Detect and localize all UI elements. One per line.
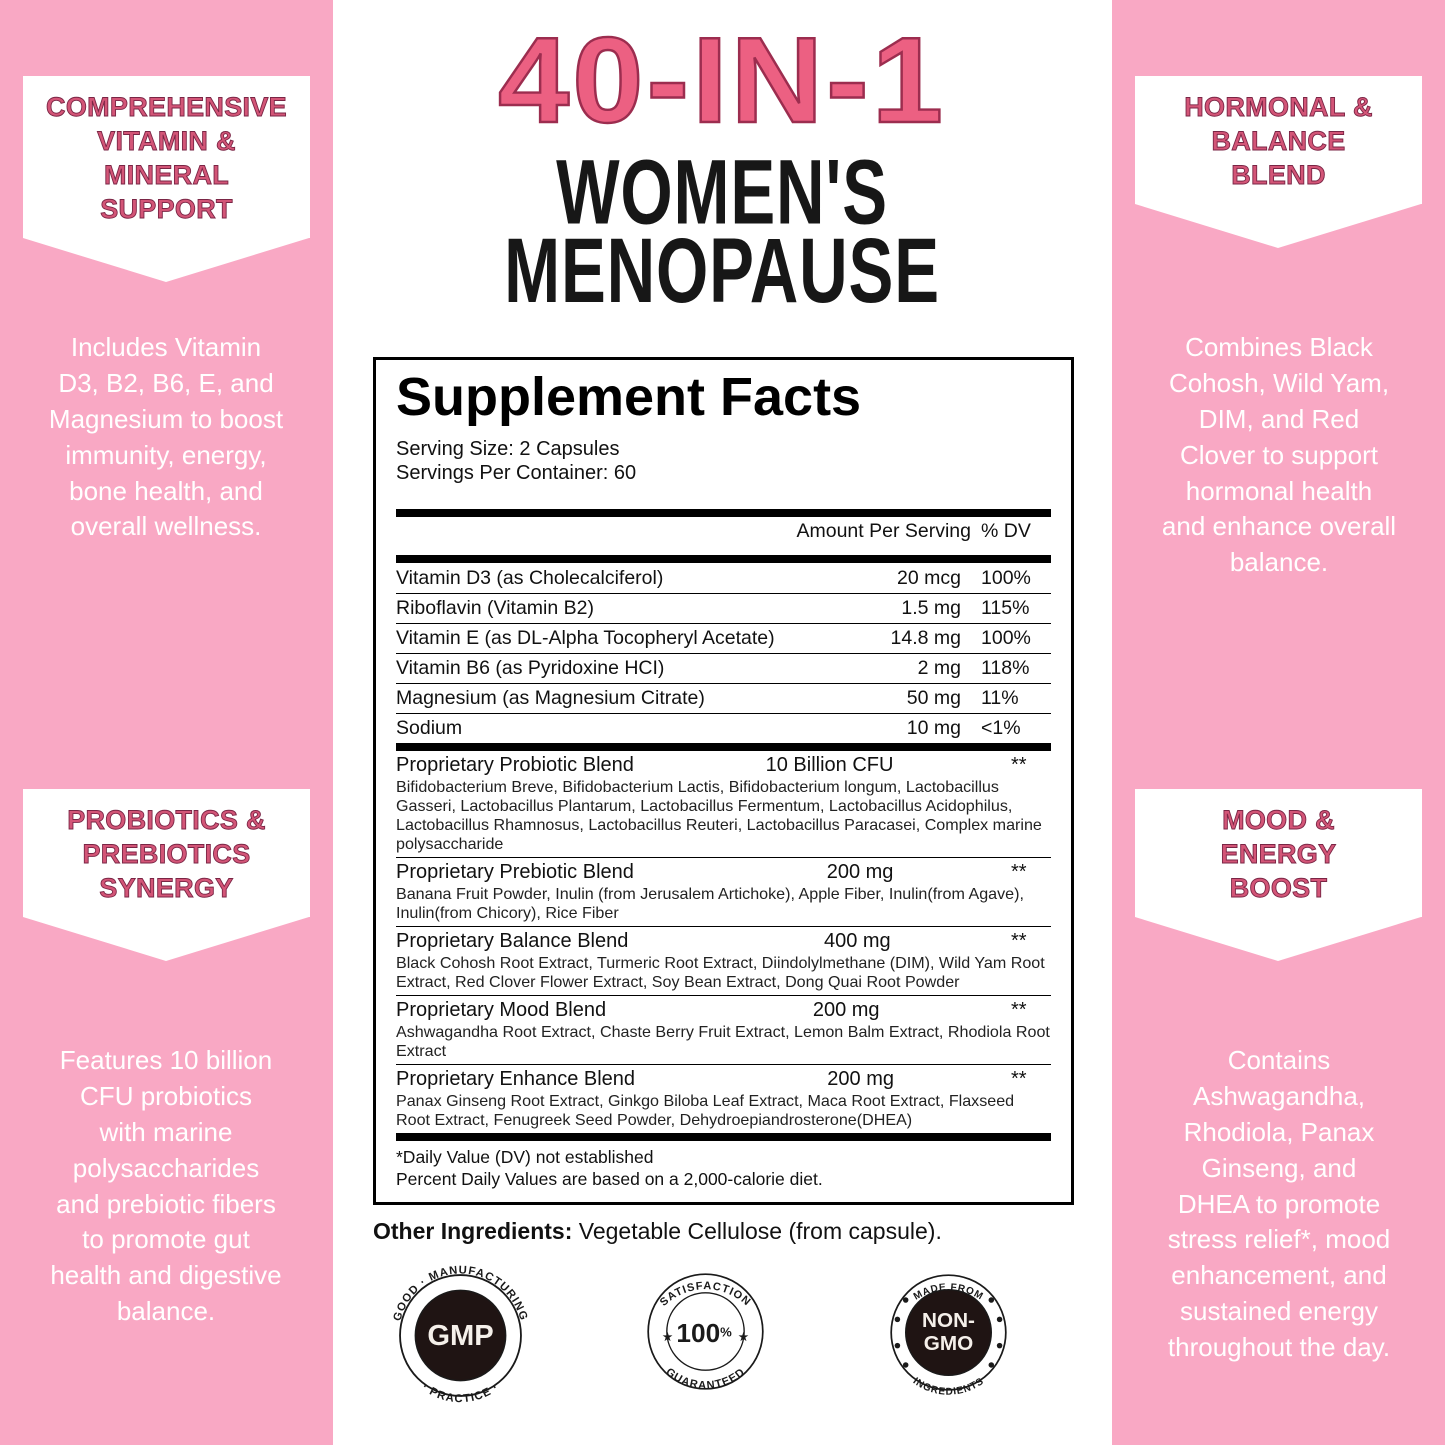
svg-text:GMO: GMO (924, 1332, 973, 1355)
svg-text:NON-: NON- (922, 1309, 975, 1332)
svg-text:· PRACTICE ·: · PRACTICE · (420, 1381, 502, 1405)
svg-text:100%: 100% (676, 1318, 732, 1348)
svg-text:★: ★ (663, 1331, 673, 1343)
svg-text:GMP: GMP (427, 1320, 493, 1352)
svg-text:★: ★ (739, 1331, 749, 1343)
svg-text:INGREDIENTS: INGREDIENTS (911, 1376, 987, 1398)
